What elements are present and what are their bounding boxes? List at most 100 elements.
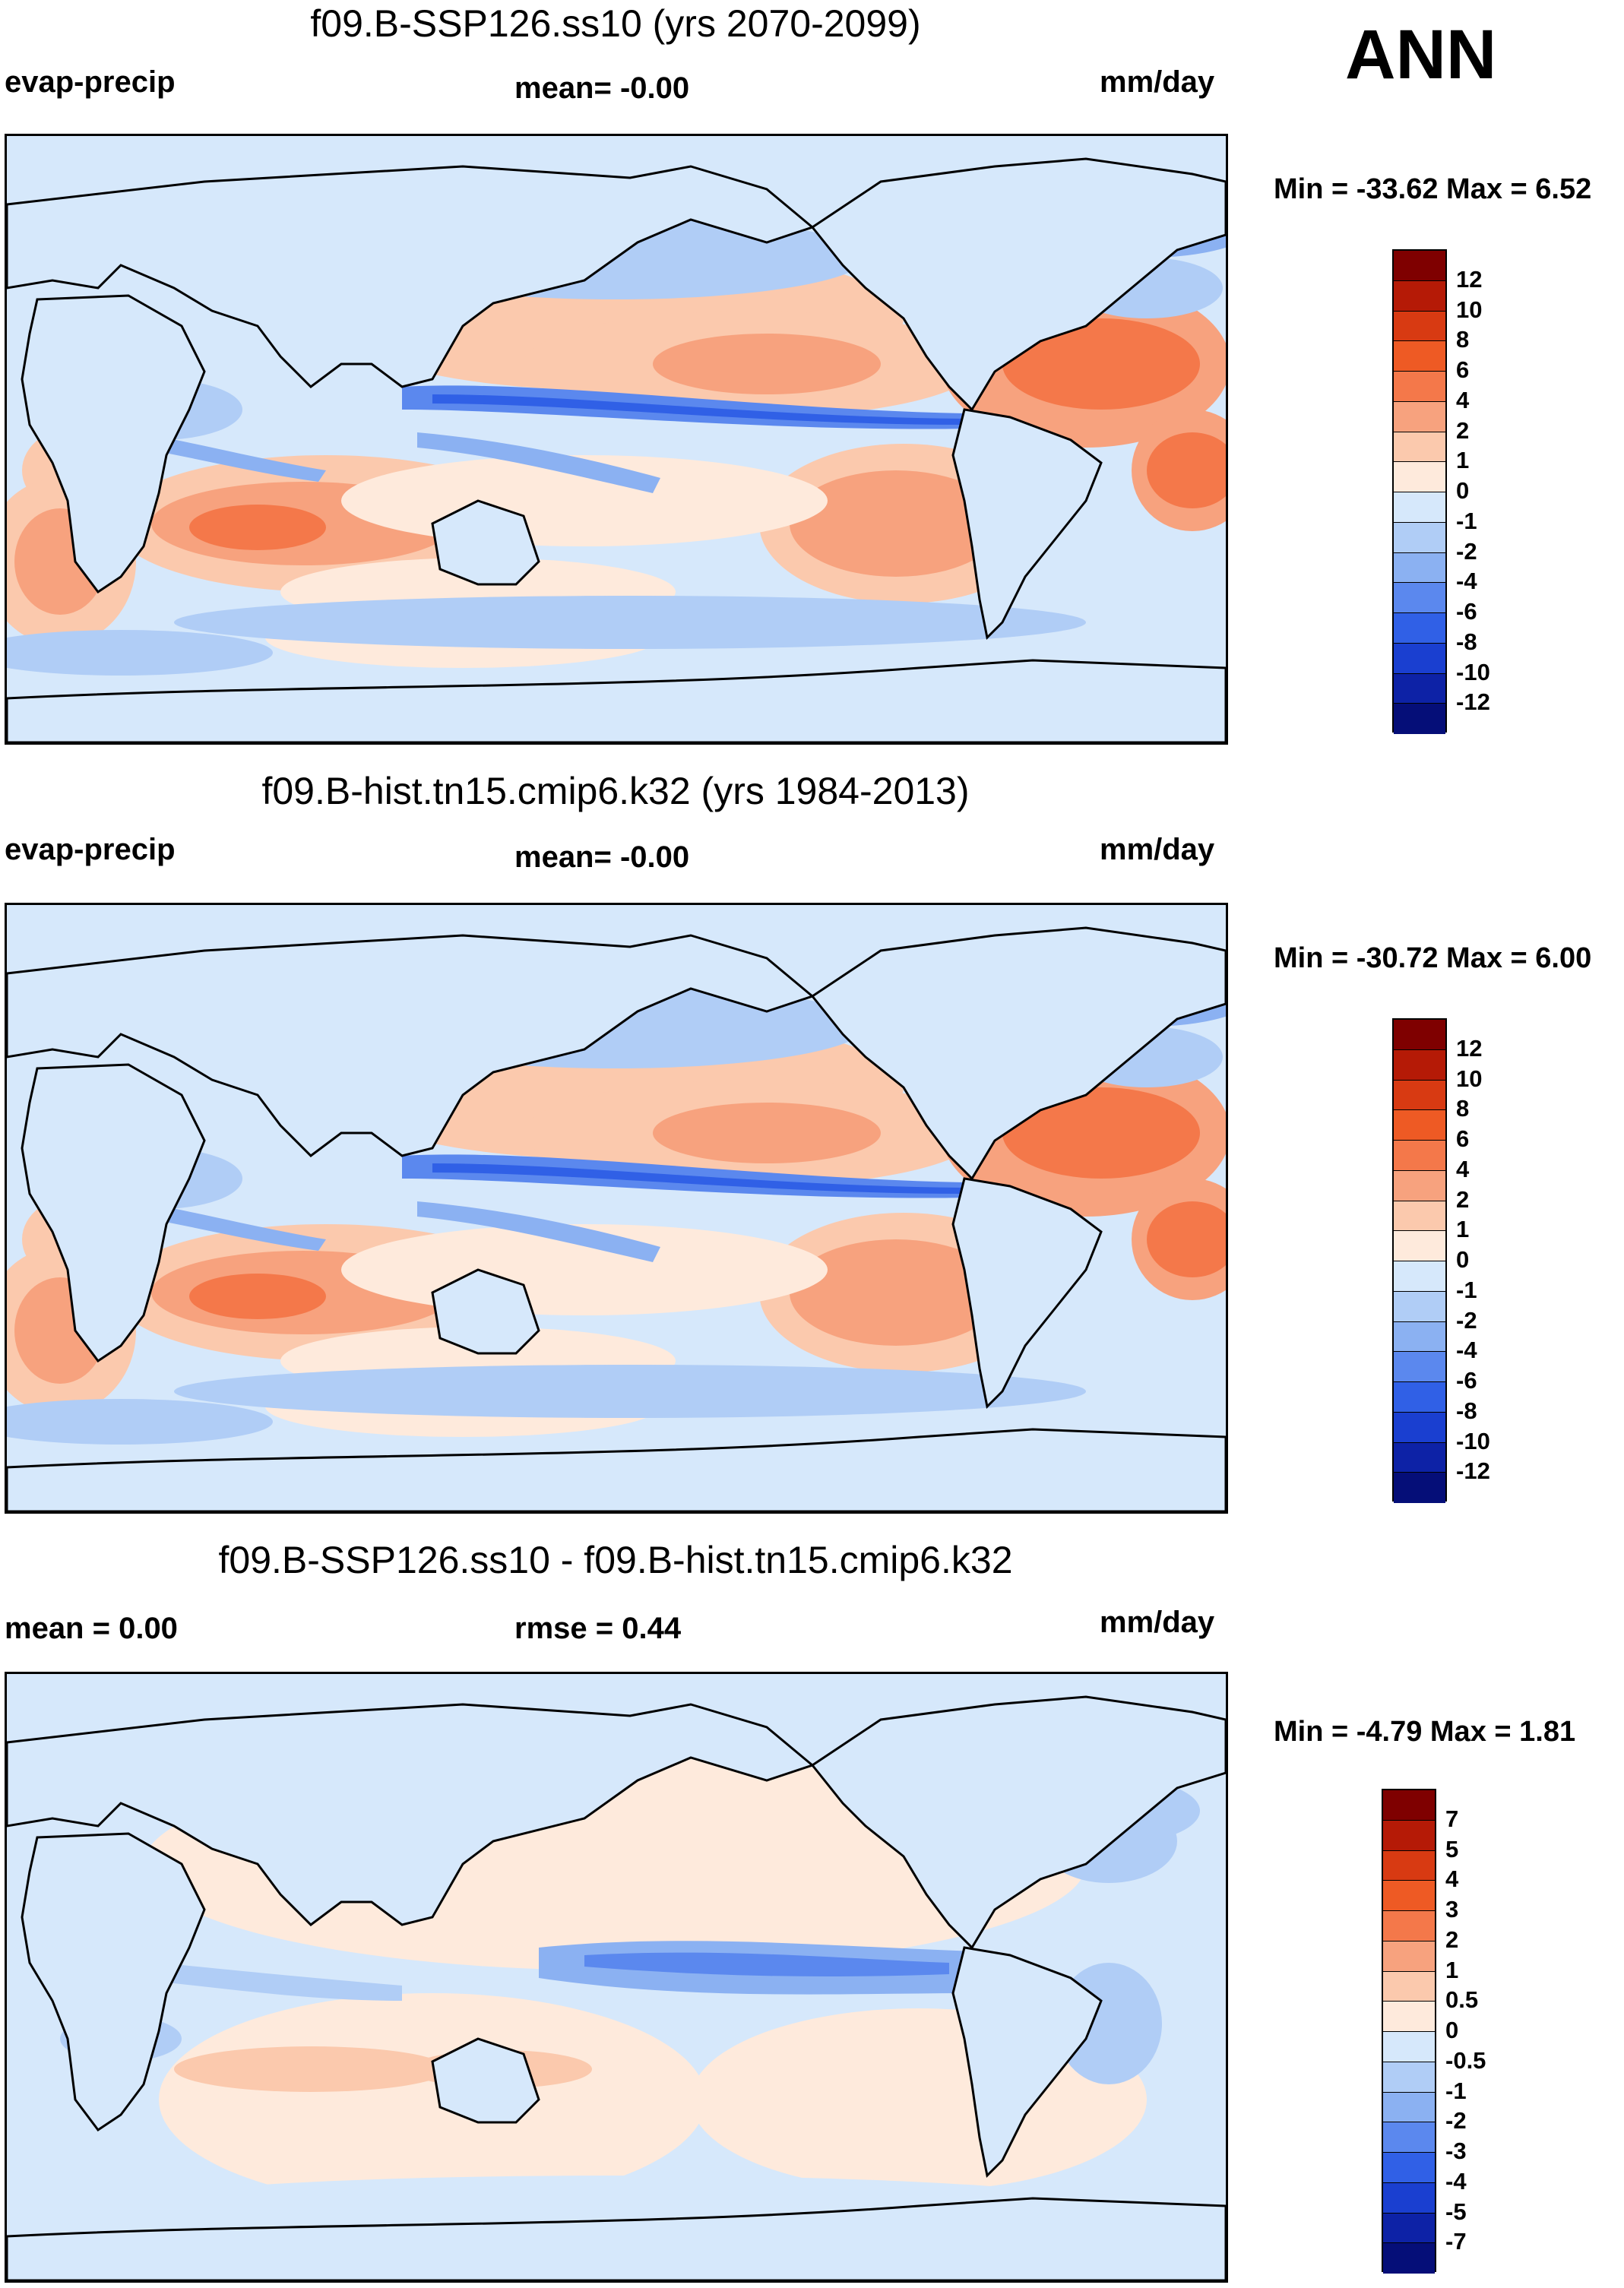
colorbar-segment — [1394, 1261, 1445, 1292]
contour-region — [417, 1201, 660, 1262]
colorbar-tick-label: -7 — [1445, 2228, 1467, 2255]
colorbar-tick-label: -10 — [1456, 1427, 1490, 1454]
panel-2-title: f09.B-hist.tn15.cmip6.k32 (yrs 1984-2013… — [261, 770, 970, 812]
colorbar-tick-label: 10 — [1456, 1065, 1483, 1092]
colorbar-tick-label: 6 — [1456, 1125, 1470, 1152]
panel-3-colorbar: 7 5 4 3 2 1 0.5 0 -0.5 -1 -2 -3 -4 -5 -7 — [1382, 1789, 1486, 2274]
colorbar-segment — [1394, 1473, 1445, 1503]
contour-region — [1147, 1201, 1226, 1277]
coastline — [21, 294, 206, 594]
colorbar-tick-label: -2 — [1445, 2107, 1467, 2135]
coastline — [7, 659, 1226, 742]
colorbar-segment — [1394, 432, 1445, 463]
colorbar-segment — [1383, 1911, 1435, 1941]
colorbar-segment — [1394, 492, 1445, 523]
colorbar-tick-label: -4 — [1445, 2167, 1467, 2195]
contour-region — [159, 1963, 402, 2001]
panel-1-title: f09.B-SSP126.ss10 (yrs 2070-2099) — [310, 2, 921, 45]
colorbar-segment — [1394, 613, 1445, 644]
colorbar-tick-label: 0 — [1456, 1246, 1470, 1273]
contour-region — [790, 470, 1002, 577]
colorbar-tick-label: -4 — [1456, 1337, 1477, 1364]
coastline — [951, 408, 1103, 641]
panel-2-right-label: mm/day — [1100, 833, 1215, 866]
colorbar-tick-label: 10 — [1456, 296, 1483, 323]
colorbar-tick-label: 5 — [1445, 1835, 1459, 1862]
colorbar-tick-label: -8 — [1456, 628, 1477, 655]
contour-region — [7, 630, 273, 676]
colorbar-segment — [1383, 2002, 1435, 2032]
contour-region — [189, 505, 326, 550]
coastline — [7, 1703, 815, 1926]
contour-region — [1147, 432, 1226, 508]
contour-region — [432, 394, 964, 425]
colorbar-segment — [1394, 462, 1445, 492]
colorbar-tick-label: 0.5 — [1445, 1986, 1479, 2014]
colorbar-tick-label: 2 — [1445, 1926, 1459, 1953]
colorbar-tick-label: 12 — [1456, 1034, 1483, 1062]
contour-region — [189, 1274, 326, 1319]
colorbar-tick-label: -8 — [1456, 1397, 1477, 1424]
colorbar-tick-label: -12 — [1456, 1457, 1490, 1485]
contour-region — [653, 1103, 881, 1163]
colorbar-segment — [1394, 1291, 1445, 1322]
colorbar-tick-label: -12 — [1456, 688, 1490, 716]
colorbar-segment — [1383, 1850, 1435, 1881]
panel-2-colorbar-bar — [1392, 1018, 1447, 1503]
colorbar-tick-label: -6 — [1456, 598, 1477, 625]
panel-2-colorbar: 12 10 8 6 4 2 1 0 -1 -2 -4 -6 -8 -10 -12 — [1392, 1018, 1490, 1503]
panel-1-map-plot — [7, 136, 1226, 742]
coastline — [7, 165, 815, 388]
contour-region — [174, 2046, 448, 2092]
panel-1-right-label: mm/day — [1100, 65, 1215, 99]
colorbar-tick-label: 3 — [1445, 1896, 1459, 1922]
colorbar-tick-label: -10 — [1456, 658, 1490, 685]
coastline — [7, 2197, 1226, 2280]
colorbar-segment — [1394, 1141, 1445, 1171]
contour-region — [790, 1239, 1002, 1346]
contour-region — [1002, 1087, 1200, 1179]
colorbar-tick-label: 4 — [1456, 1155, 1470, 1182]
coastline — [951, 1946, 1103, 2179]
colorbar-segment — [1394, 1231, 1445, 1261]
colorbar-segment — [1394, 1412, 1445, 1443]
colorbar-tick-label: 4 — [1445, 1866, 1459, 1893]
panel-3-map — [5, 1672, 1228, 2283]
contour-region — [1002, 318, 1200, 410]
panel-3-map-plot — [7, 1674, 1226, 2280]
colorbar-tick-label: 8 — [1456, 1095, 1470, 1122]
panel-1-center-label: mean= -0.00 — [514, 71, 690, 105]
panel-2-map — [5, 903, 1228, 1514]
contour-region — [159, 1993, 706, 2206]
coastline — [810, 1695, 1226, 1950]
colorbar-segment — [1383, 2032, 1435, 2062]
colorbar-segment — [1383, 1941, 1435, 1972]
colorbar-tick-label: -6 — [1456, 1367, 1477, 1394]
colorbar-segment — [1383, 2153, 1435, 2183]
colorbar-segment — [1394, 1049, 1445, 1081]
panel-2-map-plot — [7, 905, 1226, 1511]
colorbar-segment — [1394, 1170, 1445, 1201]
colorbar-segment — [1394, 1020, 1445, 1050]
colorbar-segment — [1383, 2182, 1435, 2214]
colorbar-segment — [1383, 2243, 1435, 2274]
contour-region — [174, 1365, 1086, 1418]
contour-region — [417, 432, 660, 493]
colorbar-segment — [1383, 2213, 1435, 2244]
panel-1-colorbar: 12 10 8 6 4 2 1 0 -1 -2 -4 -6 -8 -10 -12 — [1392, 249, 1490, 734]
contour-region — [653, 334, 881, 394]
colorbar-tick-label: -5 — [1445, 2198, 1467, 2225]
colorbar-tick-label: -1 — [1456, 1276, 1477, 1303]
colorbar-tick-label: 0 — [1456, 477, 1470, 504]
colorbar-segment — [1394, 522, 1445, 553]
colorbar-segment — [1394, 552, 1445, 584]
panel-1-map — [5, 134, 1228, 745]
contour-region — [432, 1163, 964, 1194]
colorbar-segment — [1394, 372, 1445, 402]
colorbar-tick-label: -2 — [1456, 537, 1477, 565]
colorbar-tick-label: 1 — [1456, 1216, 1470, 1243]
colorbar-tick-label: -1 — [1445, 2077, 1467, 2104]
colorbar-segment — [1383, 2122, 1435, 2153]
colorbar-tick-label: 6 — [1456, 356, 1470, 383]
panel-1-min-max: Min = -33.62 Max = 6.52 — [1274, 173, 1592, 205]
